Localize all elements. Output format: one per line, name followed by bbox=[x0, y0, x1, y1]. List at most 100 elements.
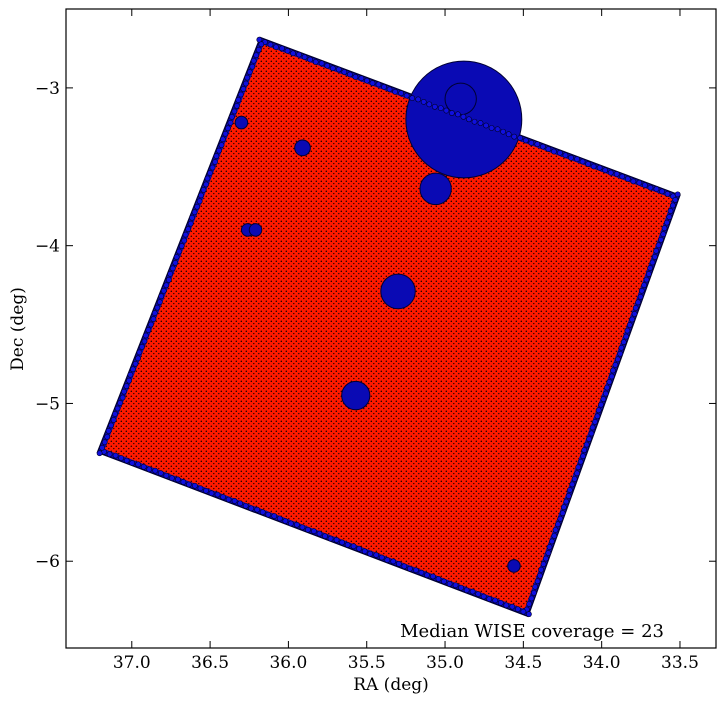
edge-point bbox=[537, 572, 543, 579]
edge-point bbox=[329, 65, 336, 72]
edge-point bbox=[249, 63, 256, 70]
edge-point bbox=[172, 260, 179, 266]
edge-point bbox=[235, 97, 242, 103]
edge-point bbox=[237, 91, 244, 98]
edge-point bbox=[167, 270, 174, 277]
edge-point bbox=[588, 430, 595, 437]
edge-point bbox=[132, 360, 139, 367]
edge-point bbox=[250, 57, 257, 64]
edge-point bbox=[344, 541, 351, 548]
edge-point bbox=[602, 167, 609, 174]
masked-region-5 bbox=[234, 115, 249, 130]
edge-point bbox=[220, 494, 226, 500]
edge-point bbox=[486, 596, 493, 602]
edge-point bbox=[126, 377, 132, 384]
masked-region-2 bbox=[380, 273, 416, 310]
edge-point bbox=[657, 236, 664, 243]
edge-point bbox=[148, 321, 154, 328]
edge-point bbox=[209, 164, 216, 171]
edge-point bbox=[441, 578, 447, 585]
edge-point bbox=[454, 111, 461, 118]
edge-point bbox=[186, 481, 192, 488]
edge-point bbox=[121, 388, 127, 395]
edge-point bbox=[581, 447, 588, 454]
edge-point bbox=[142, 332, 149, 339]
edge-point bbox=[99, 444, 106, 451]
edge-point bbox=[237, 500, 244, 507]
edge-point bbox=[395, 560, 402, 567]
edge-point bbox=[255, 46, 262, 53]
edge-point bbox=[637, 293, 644, 300]
edge-point bbox=[112, 452, 119, 459]
edge-point bbox=[364, 77, 370, 84]
edge-point bbox=[585, 161, 591, 167]
edge-point bbox=[207, 170, 213, 176]
edge-point bbox=[466, 116, 472, 123]
edge-point bbox=[141, 338, 148, 345]
y-tick-label: −3 bbox=[35, 79, 60, 99]
edge-point bbox=[305, 526, 311, 533]
edge-point bbox=[225, 496, 232, 503]
edge-point bbox=[182, 231, 189, 238]
edge-point bbox=[181, 237, 188, 244]
edge-point bbox=[520, 608, 527, 615]
edge-point bbox=[415, 96, 422, 103]
y-tick-label: −6 bbox=[35, 552, 60, 572]
edge-point bbox=[346, 71, 353, 78]
edge-point bbox=[227, 119, 234, 126]
masked-region-3 bbox=[341, 380, 371, 411]
masked-regions bbox=[234, 60, 523, 573]
edge-point bbox=[458, 584, 465, 591]
edge-point bbox=[361, 548, 368, 555]
edge-point bbox=[151, 310, 158, 317]
edge-point bbox=[619, 173, 626, 180]
edge-point bbox=[156, 299, 163, 306]
edge-point bbox=[583, 441, 590, 448]
edge-point bbox=[104, 433, 111, 440]
edge-point bbox=[165, 276, 172, 283]
edge-point bbox=[497, 599, 504, 606]
edge-point bbox=[401, 563, 408, 570]
edge-point bbox=[203, 181, 210, 188]
edge-point bbox=[565, 493, 572, 499]
masked-region-9 bbox=[444, 82, 477, 116]
edge-point bbox=[246, 69, 253, 76]
edge-point bbox=[661, 225, 668, 232]
edge-point bbox=[638, 287, 645, 294]
masked-region-4 bbox=[294, 139, 311, 157]
edge-point bbox=[234, 103, 240, 109]
edge-point bbox=[273, 44, 279, 51]
edge-point bbox=[290, 50, 296, 57]
y-tick-label: −5 bbox=[35, 394, 60, 414]
edge-point bbox=[112, 411, 118, 417]
edge-point bbox=[590, 163, 597, 170]
edge-point bbox=[509, 603, 516, 610]
edge-point bbox=[356, 545, 363, 552]
y-axis-label: Dec (deg) bbox=[8, 287, 28, 371]
edge-point bbox=[198, 192, 204, 199]
edge-point bbox=[96, 450, 103, 457]
edge-point bbox=[231, 108, 238, 115]
edge-point bbox=[592, 418, 598, 425]
edge-point bbox=[189, 214, 195, 221]
edge-point bbox=[219, 136, 226, 143]
edge-point bbox=[287, 520, 294, 527]
edge-point bbox=[231, 497, 238, 504]
edge-point bbox=[647, 265, 654, 271]
edge-point bbox=[569, 481, 576, 488]
edge-point bbox=[560, 504, 567, 511]
edge-point bbox=[617, 350, 624, 357]
edge-points bbox=[96, 36, 681, 618]
edge-point bbox=[154, 304, 161, 311]
edge-point bbox=[431, 103, 438, 110]
edge-point bbox=[528, 595, 535, 602]
edge-point bbox=[543, 555, 549, 562]
edge-point bbox=[358, 75, 365, 82]
edge-point bbox=[192, 482, 198, 489]
edge-point bbox=[557, 149, 563, 156]
edge-point bbox=[568, 154, 574, 161]
edge-point bbox=[150, 316, 157, 322]
x-tick-label: 36.5 bbox=[191, 653, 229, 673]
edge-point bbox=[664, 190, 671, 197]
